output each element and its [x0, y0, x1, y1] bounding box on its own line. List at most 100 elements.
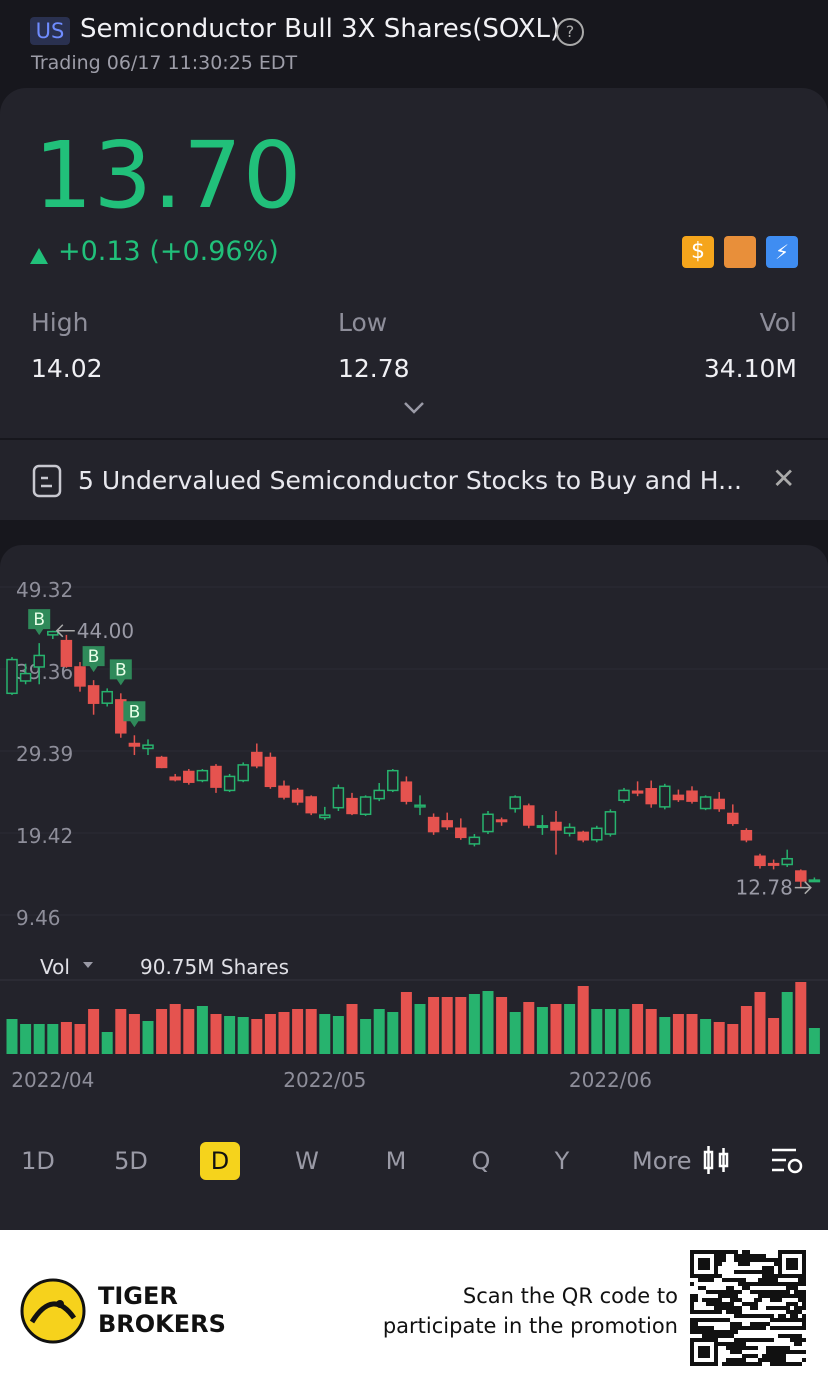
qr-module: [698, 1274, 702, 1278]
qr-module: [706, 1338, 710, 1342]
badge-dollar[interactable]: $: [682, 236, 714, 268]
expand-chevron[interactable]: [402, 400, 426, 416]
y-tick-label: 19.42: [16, 824, 73, 848]
chart-panel: [0, 545, 828, 1230]
candle-body: [251, 751, 263, 767]
qr-module: [706, 1262, 710, 1266]
volume-bar: [400, 992, 412, 1054]
qr-module: [746, 1286, 750, 1290]
candle-body: [155, 756, 168, 769]
qr-module: [786, 1318, 790, 1322]
qr-module: [702, 1258, 706, 1262]
qr-module: [762, 1314, 766, 1318]
candle-body: [495, 819, 508, 823]
qr-module: [778, 1270, 782, 1274]
qr-module: [690, 1298, 694, 1302]
volume-bar: [482, 991, 494, 1054]
volume-bar: [373, 1009, 385, 1054]
qr-module: [766, 1270, 770, 1274]
qr-module: [754, 1302, 758, 1306]
qr-module: [734, 1306, 738, 1310]
qr-module: [742, 1362, 746, 1366]
trade-marker-label: B: [115, 660, 127, 680]
qr-code[interactable]: [690, 1250, 806, 1366]
qr-module: [786, 1274, 790, 1278]
qr-module: [710, 1362, 714, 1366]
news-headline[interactable]: 5 Undervalued Semiconductor Stocks to Bu…: [78, 466, 742, 495]
qr-module: [794, 1274, 798, 1278]
tab[interactable]: 5D: [114, 1147, 148, 1175]
qr-module: [762, 1270, 766, 1274]
qr-module: [734, 1290, 738, 1294]
qr-module: [738, 1258, 742, 1262]
qr-module: [778, 1258, 782, 1262]
qr-module: [778, 1326, 782, 1330]
tab[interactable]: M: [385, 1147, 407, 1175]
qr-module: [754, 1322, 758, 1326]
qr-module: [714, 1358, 718, 1362]
qr-module: [726, 1278, 730, 1282]
tab[interactable]: D: [200, 1142, 240, 1180]
qr-module: [798, 1294, 802, 1298]
candle-body: [523, 805, 535, 826]
promo: Scan the QR code to: [462, 1284, 678, 1308]
help-icon[interactable]: ?: [556, 18, 584, 46]
badge-flash[interactable]: ⚡: [766, 236, 798, 268]
qr-module: [734, 1250, 738, 1254]
candle-body: [427, 816, 440, 833]
qr-module: [758, 1270, 762, 1274]
tab[interactable]: Q: [471, 1147, 491, 1175]
volume-bar: [604, 1009, 616, 1054]
qr-module: [714, 1306, 718, 1310]
qr-module: [786, 1306, 790, 1310]
qr-module: [750, 1338, 754, 1342]
qr-module: [722, 1318, 726, 1322]
badge-layers[interactable]: [724, 236, 756, 268]
qr-module: [718, 1330, 722, 1334]
qr-module: [726, 1362, 730, 1366]
qr-module: [754, 1298, 758, 1302]
news-bar[interactable]: [0, 440, 828, 520]
qr-module: [798, 1310, 802, 1314]
qr-module: [746, 1362, 750, 1366]
tab[interactable]: More: [632, 1147, 692, 1175]
qr-module: [786, 1326, 790, 1330]
qr-module: [786, 1310, 790, 1314]
qr-module: [758, 1322, 762, 1326]
qr-module: [802, 1322, 806, 1326]
low-label: 12.78: [736, 876, 793, 900]
qr-module: [746, 1282, 750, 1286]
qr-module: [762, 1258, 766, 1262]
qr-module: [770, 1282, 774, 1286]
qr-module: [794, 1262, 798, 1266]
qr-module: [778, 1306, 782, 1310]
tiger-logo: [20, 1278, 86, 1344]
qr-module: [722, 1250, 726, 1254]
close-icon[interactable]: ✕: [772, 462, 796, 495]
tab[interactable]: W: [295, 1147, 319, 1175]
qr-module: [790, 1310, 794, 1314]
candle-body: [536, 825, 549, 829]
y-tick-label: 49.32: [16, 578, 73, 602]
qr-module: [714, 1350, 718, 1354]
qr-module: [770, 1318, 774, 1322]
candle-body: [414, 804, 426, 808]
qr-module: [730, 1302, 734, 1306]
qr-module: [750, 1290, 754, 1294]
volume-bar: [6, 1019, 18, 1054]
qr-module: [802, 1298, 806, 1302]
candle-toggle[interactable]: [700, 1144, 732, 1178]
qr-module: [794, 1302, 798, 1306]
settings-icon[interactable]: [770, 1146, 806, 1176]
qr-module: [770, 1362, 774, 1366]
tab[interactable]: 1D: [21, 1147, 55, 1175]
tab[interactable]: Y: [554, 1147, 570, 1175]
qr-module: [758, 1282, 762, 1286]
qr-module: [722, 1278, 726, 1282]
qr-module: [726, 1358, 730, 1362]
volume-bar: [47, 1024, 59, 1054]
qr-module: [726, 1318, 730, 1322]
qr-module: [790, 1286, 794, 1290]
qr-module: [698, 1362, 702, 1366]
qr-module: [794, 1310, 798, 1314]
